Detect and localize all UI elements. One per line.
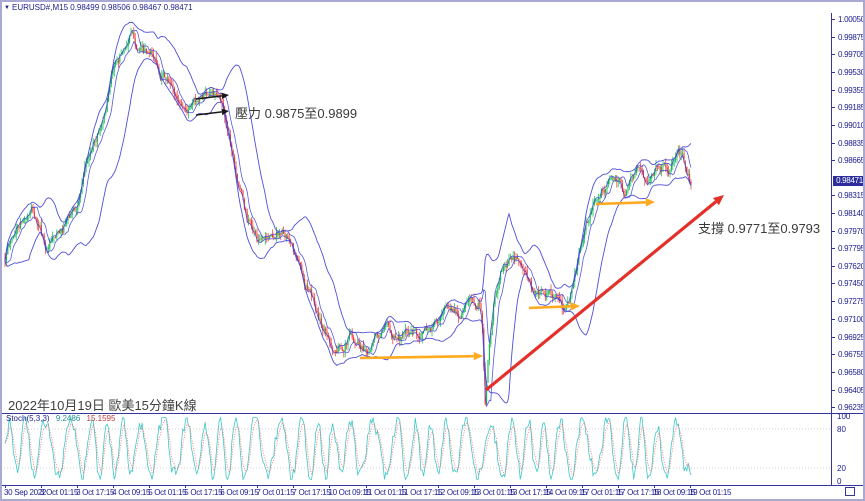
stoch-axis-label: 80 [837, 425, 846, 434]
time-axis-divider [2, 485, 863, 486]
price-tick: 0.97275 [832, 298, 863, 306]
time-tick-label: 13 Oct 17:15 [508, 485, 551, 497]
price-tick: 0.99705 [832, 51, 863, 59]
stoch-name: Stoch(5,3,3) [6, 414, 50, 423]
time-tick-label: 10 Oct 09:15 [328, 485, 371, 497]
time-tick-label: 6 Oct 09:15 [220, 485, 259, 497]
scroll-corner-box[interactable] [845, 487, 855, 496]
time-tick-label: 14 Oct 09:15 [544, 485, 587, 497]
price-tick: 0.96755 [832, 351, 863, 359]
time-tick-label: 18 Oct 09:15 [652, 485, 696, 497]
price-tick: 0.97795 [832, 245, 863, 253]
price-tick: 0.96925 [832, 333, 863, 342]
time-tick-label: 30 Sep 2022 [4, 485, 47, 497]
price-tick: 0.98315 [832, 192, 863, 200]
stoch-axis-label: 100 [837, 412, 851, 421]
price-tick: 0.99530 [832, 68, 863, 77]
time-tick-label: 13 Oct 01:15 [472, 485, 515, 497]
time-axis[interactable]: 30 Sep 2022 3 Oct 01:15 3 Oct 17:15 4 Oct 0… [2, 485, 863, 499]
stoch-main-value: 9.2486 [55, 414, 81, 423]
price-tick: 0.98665 [832, 156, 863, 165]
time-tick-label: 11 Oct 01:15 [364, 485, 407, 497]
price-tick: 0.99010 [832, 121, 863, 130]
price-tick: 0.96580 [832, 368, 863, 377]
price-tick: 0.97970 [832, 227, 863, 236]
time-tick-label: 7 Oct 17:15 [292, 485, 331, 497]
current-price-badge: 0.98471 [833, 175, 863, 186]
price-tick: 0.97100 [832, 316, 863, 324]
stoch-indicator-label: Stoch(5,3,3) 9.2486 15.1595 [6, 415, 115, 423]
time-tick-label: 11 Oct 17:15 [400, 485, 443, 497]
price-tick: 0.97450 [832, 280, 863, 288]
time-tick-label: 3 Oct 17:15 [76, 485, 115, 497]
time-tick-label: 7 Oct 01:15 [256, 485, 295, 497]
window-title: EURUSD#,M15 0.98499 0.98506 0.98467 0.98… [12, 3, 193, 12]
price-tick: 0.97620 [832, 263, 863, 271]
price-axis[interactable]: 1.00050 0.99875 0.99705 0.99530 0.99355 0.991… [831, 13, 863, 485]
stoch-axis-label: 0 [837, 477, 842, 486]
time-tick-label: 12 Oct 09:15 [436, 485, 479, 497]
price-tick: 1.00050 [832, 16, 863, 24]
price-tick: 0.96405 [832, 386, 863, 395]
stoch-axis-label: 20 [837, 464, 846, 473]
price-tick: 0.99875 [832, 33, 863, 42]
time-tick-label: 17 Oct 01:15 [580, 485, 624, 497]
price-tick: 0.99185 [832, 103, 863, 112]
stoch-panel-divider[interactable] [2, 413, 863, 414]
time-tick-label: 19 Oct 01:15 [688, 485, 732, 497]
price-tick: 0.99355 [832, 86, 863, 95]
time-tick-label: 3 Oct 01:15 [40, 485, 79, 497]
chevron-down-icon[interactable]: ▼ [4, 4, 10, 11]
time-tick-label: 4 Oct 09:15 [112, 485, 151, 497]
chart-title-bar: ▼ EURUSD#,M15 0.98499 0.98506 0.98467 0.… [2, 2, 863, 13]
price-tick: 0.96235 [832, 404, 863, 412]
time-tick-label: 17 Oct 17:15 [616, 485, 660, 497]
price-tick: 0.98835 [832, 139, 863, 148]
time-tick-label: 5 Oct 01:15 [148, 485, 187, 497]
price-tick: 0.98140 [832, 210, 863, 218]
time-tick-label: 5 Oct 17:15 [184, 485, 223, 497]
stoch-signal-value: 15.1595 [86, 414, 116, 423]
